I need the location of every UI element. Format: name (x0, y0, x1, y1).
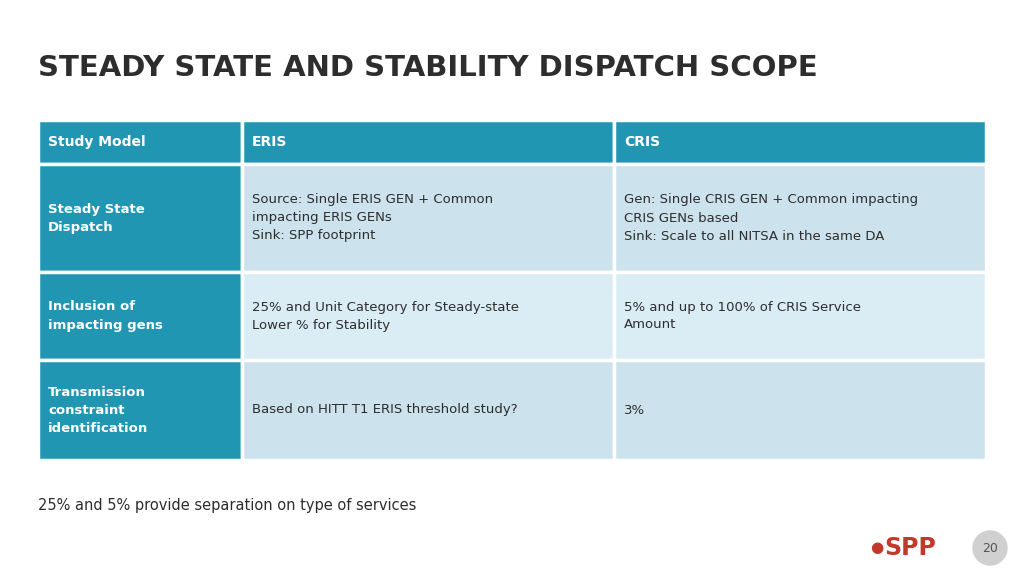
Text: 25% and 5% provide separation on type of services: 25% and 5% provide separation on type of… (38, 498, 417, 513)
Text: Gen: Single CRIS GEN + Common impacting
CRIS GENs based
Sink: Scale to all NITSA: Gen: Single CRIS GEN + Common impacting … (625, 194, 919, 242)
FancyBboxPatch shape (242, 272, 614, 360)
Text: Study Model: Study Model (48, 135, 145, 149)
Text: STEADY STATE AND STABILITY DISPATCH SCOPE: STEADY STATE AND STABILITY DISPATCH SCOP… (38, 54, 818, 82)
FancyBboxPatch shape (242, 164, 614, 272)
Text: Inclusion of
impacting gens: Inclusion of impacting gens (48, 301, 163, 332)
Circle shape (973, 531, 1007, 565)
Text: 3%: 3% (625, 404, 645, 416)
FancyBboxPatch shape (38, 164, 242, 272)
Text: 25% and Unit Category for Steady-state
Lower % for Stability: 25% and Unit Category for Steady-state L… (252, 301, 519, 332)
FancyBboxPatch shape (614, 164, 986, 272)
FancyBboxPatch shape (242, 360, 614, 460)
Text: CRIS: CRIS (625, 135, 660, 149)
Text: 5% and up to 100% of CRIS Service
Amount: 5% and up to 100% of CRIS Service Amount (625, 301, 861, 332)
Text: Source: Single ERIS GEN + Common
impacting ERIS GENs
Sink: SPP footprint: Source: Single ERIS GEN + Common impacti… (252, 194, 493, 242)
Text: ●: ● (870, 540, 884, 555)
FancyBboxPatch shape (38, 360, 242, 460)
FancyBboxPatch shape (614, 120, 986, 164)
Text: 20: 20 (982, 541, 998, 555)
Text: Based on HITT T1 ERIS threshold study?: Based on HITT T1 ERIS threshold study? (252, 404, 517, 416)
Text: Steady State
Dispatch: Steady State Dispatch (48, 203, 144, 233)
FancyBboxPatch shape (242, 120, 614, 164)
Text: ERIS: ERIS (252, 135, 287, 149)
Text: SPP: SPP (884, 536, 936, 560)
FancyBboxPatch shape (614, 360, 986, 460)
FancyBboxPatch shape (38, 120, 242, 164)
Text: Transmission
constraint
identification: Transmission constraint identification (48, 385, 148, 434)
FancyBboxPatch shape (38, 272, 242, 360)
FancyBboxPatch shape (614, 272, 986, 360)
